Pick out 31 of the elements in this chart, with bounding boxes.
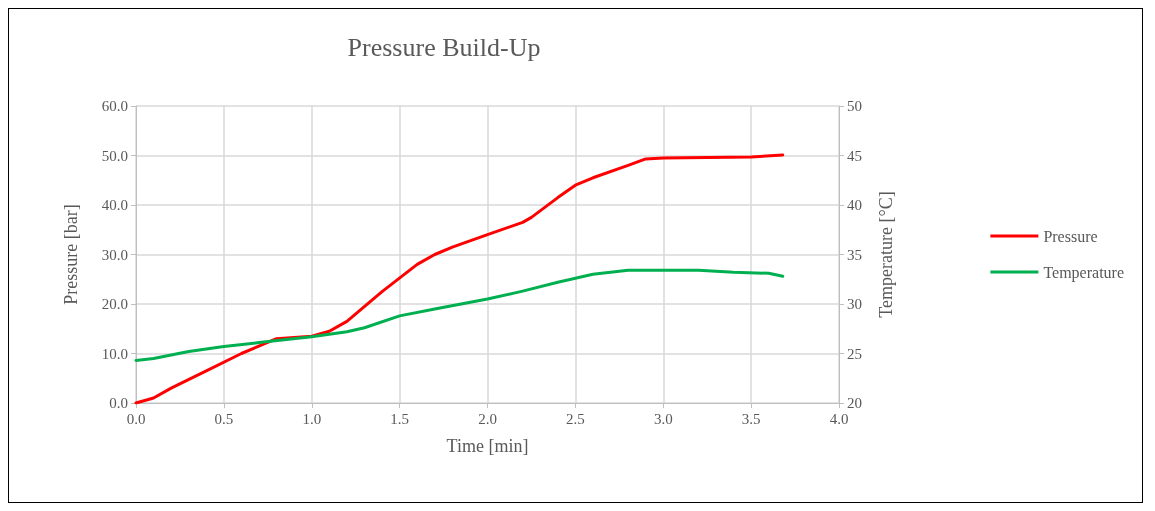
y2-axis-title: Temperature [°C] — [876, 191, 896, 318]
y-tick-label: 60.0 — [101, 98, 128, 114]
x-tick-label: 0.5 — [214, 410, 234, 427]
chart-title: Pressure Build-Up — [347, 32, 541, 62]
y-tick-label: 50.0 — [101, 147, 128, 164]
x-tick-label: 4.0 — [829, 410, 849, 427]
y2-tick-label: 25 — [847, 345, 862, 362]
y-tick-label: 30.0 — [101, 246, 128, 263]
y2-tick-label: 40 — [847, 197, 862, 213]
x-tick-label: 2.0 — [478, 410, 497, 427]
y2-tick-label: 20 — [847, 395, 862, 411]
y-tick-label: 20.0 — [101, 296, 128, 312]
x-tick-label: 3.5 — [741, 410, 761, 427]
legend-label: Pressure — [1043, 227, 1098, 245]
y-tick-label: 0.0 — [109, 395, 128, 411]
x-tick-label: 3.0 — [653, 410, 673, 427]
x-tick-label: 1.0 — [302, 410, 322, 427]
x-tick-label: 0.0 — [126, 410, 146, 427]
y2-tick-label: 35 — [847, 246, 862, 263]
y2-tick-label: 45 — [847, 147, 862, 164]
line-series — [134, 268, 785, 362]
y-tick-label: 10.0 — [101, 345, 128, 362]
x-tick-label: 1.5 — [390, 410, 409, 427]
legend-label: Temperature — [1043, 263, 1124, 282]
y2-tick-label: 50 — [847, 98, 862, 114]
y-tick-label: 40.0 — [101, 197, 128, 213]
x-axis-title: Time [min] — [446, 436, 529, 456]
x-tick-label: 2.5 — [566, 410, 585, 427]
y2-tick-label: 30 — [847, 296, 862, 312]
y-axis-title: Pressure [bar] — [61, 204, 81, 305]
line-series — [134, 153, 785, 405]
